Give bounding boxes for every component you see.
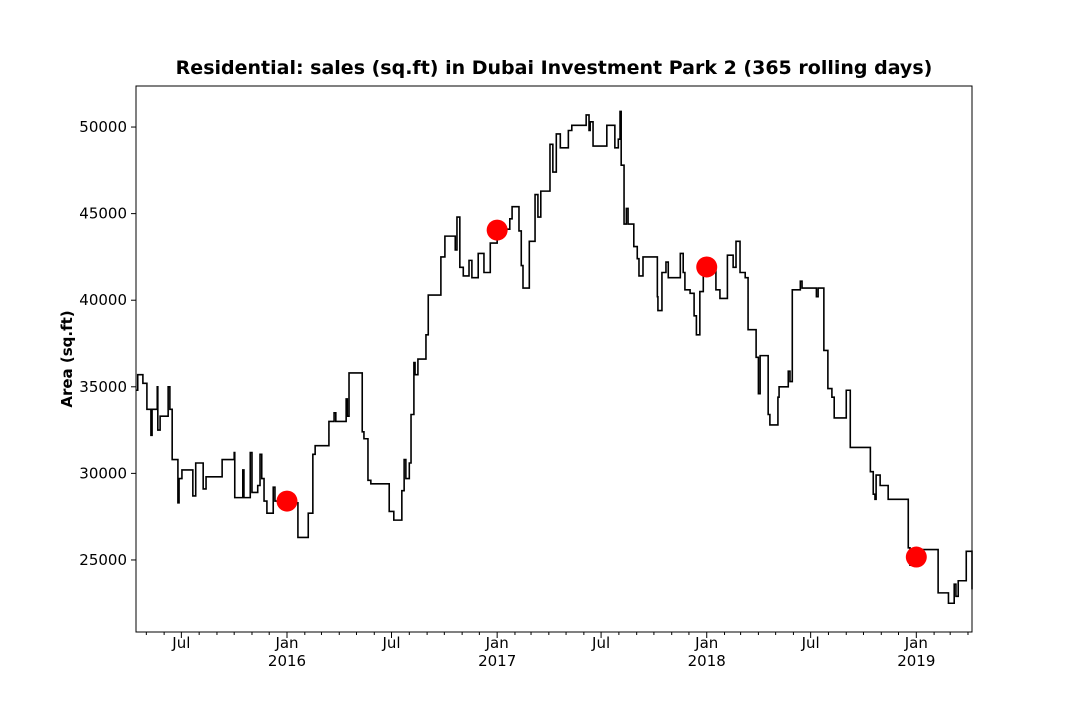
y-tick-label: 25000	[79, 551, 127, 569]
x-tick-label: Jul	[801, 634, 820, 652]
data-line	[136, 110, 973, 605]
marker-point	[905, 546, 927, 568]
x-tick-label: Jan 2019	[897, 634, 935, 670]
marker-point	[696, 256, 718, 278]
y-tick-label: 45000	[79, 205, 127, 223]
x-tick-label: Jan 2017	[478, 634, 516, 670]
x-tick-label: Jan 2018	[688, 634, 726, 670]
y-tick-label: 30000	[79, 464, 127, 482]
y-tick-label: 40000	[79, 291, 127, 309]
chart-title: Residential: sales (sq.ft) in Dubai Inve…	[176, 57, 933, 79]
x-tick-label: Jul	[381, 634, 400, 652]
marker-point	[486, 219, 508, 241]
y-tick-label: 50000	[79, 118, 127, 136]
y-axis-label: Area (sq.ft)	[58, 310, 76, 407]
plot-frame	[135, 85, 973, 633]
marker-point	[276, 490, 298, 512]
x-tick-label: Jul	[591, 634, 610, 652]
x-tick-label: Jan 2016	[268, 634, 306, 670]
x-tick-label: Jul	[171, 634, 190, 652]
y-tick-label: 35000	[79, 378, 127, 396]
